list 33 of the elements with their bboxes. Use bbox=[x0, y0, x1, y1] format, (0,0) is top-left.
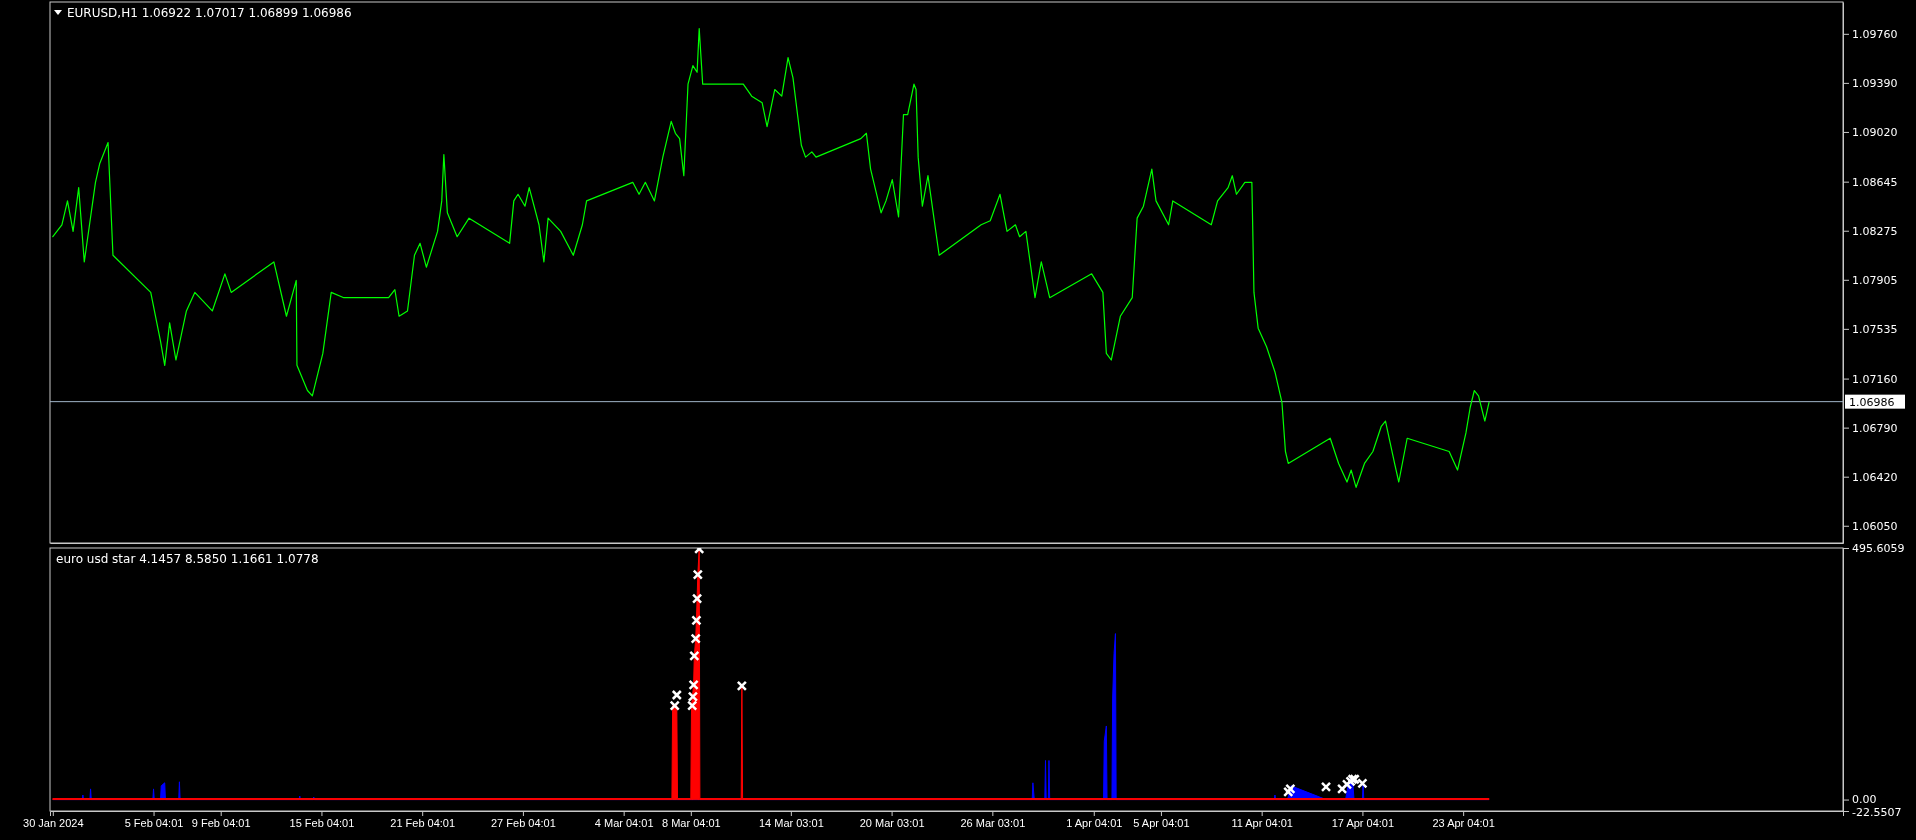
y-tick-label: 1.08645 bbox=[1852, 175, 1898, 189]
y-tick-label: 1.06790 bbox=[1852, 421, 1898, 435]
x-tick-label: 30 Jan 2024 bbox=[23, 816, 84, 829]
x-tick-label: 8 Mar 04:01 bbox=[661, 816, 721, 829]
x-tick-label: 9 Feb 04:01 bbox=[191, 816, 251, 829]
y-tick-label: -22.5507 bbox=[1852, 805, 1902, 819]
y-tick-label: 1.07905 bbox=[1852, 273, 1898, 287]
y-tick-label: 495.6059 bbox=[1852, 542, 1905, 556]
x-tick-label: 17 Apr 04:01 bbox=[1331, 816, 1395, 829]
x-tick-label: 23 Apr 04:01 bbox=[1432, 816, 1495, 829]
x-tick-label: 5 Feb 04:01 bbox=[124, 816, 184, 829]
chart-title: euro usd star 4.1457 8.5850 1.1661 1.0778 bbox=[56, 552, 319, 566]
x-tick-label: 5 Apr 04:01 bbox=[1133, 816, 1190, 829]
x-tick-label: 27 Feb 04:01 bbox=[491, 816, 556, 829]
y-tick-label: 1.09020 bbox=[1852, 125, 1898, 139]
x-tick-label: 11 Apr 04:01 bbox=[1231, 816, 1293, 829]
chart-title: EURUSD,H1 1.06922 1.07017 1.06899 1.06986 bbox=[67, 6, 352, 20]
x-tick-label: 14 Mar 03:01 bbox=[758, 816, 824, 829]
y-tick-label: 1.09760 bbox=[1852, 27, 1898, 41]
y-tick-label: 1.06420 bbox=[1852, 470, 1898, 484]
y-tick-label: 1.07535 bbox=[1852, 322, 1898, 336]
y-tick-label: 1.07160 bbox=[1852, 372, 1898, 386]
y-tick-label: 0.00 bbox=[1852, 792, 1877, 806]
x-tick-label: 20 Mar 03:01 bbox=[859, 816, 925, 829]
x-tick-label: 21 Feb 04:01 bbox=[390, 816, 456, 829]
y-tick-label: 1.09390 bbox=[1852, 76, 1898, 90]
x-tick-label: 1 Apr 04:01 bbox=[1066, 816, 1123, 829]
x-tick-label: 4 Mar 04:01 bbox=[594, 816, 654, 829]
x-tick-label: 15 Feb 04:01 bbox=[289, 816, 355, 829]
y-tick-label: 1.06050 bbox=[1852, 519, 1898, 533]
x-tick-label: 26 Mar 03:01 bbox=[960, 816, 1026, 829]
y-tick-label: 1.08275 bbox=[1852, 224, 1898, 238]
ref-line-label: 1.06986 bbox=[1849, 395, 1895, 409]
